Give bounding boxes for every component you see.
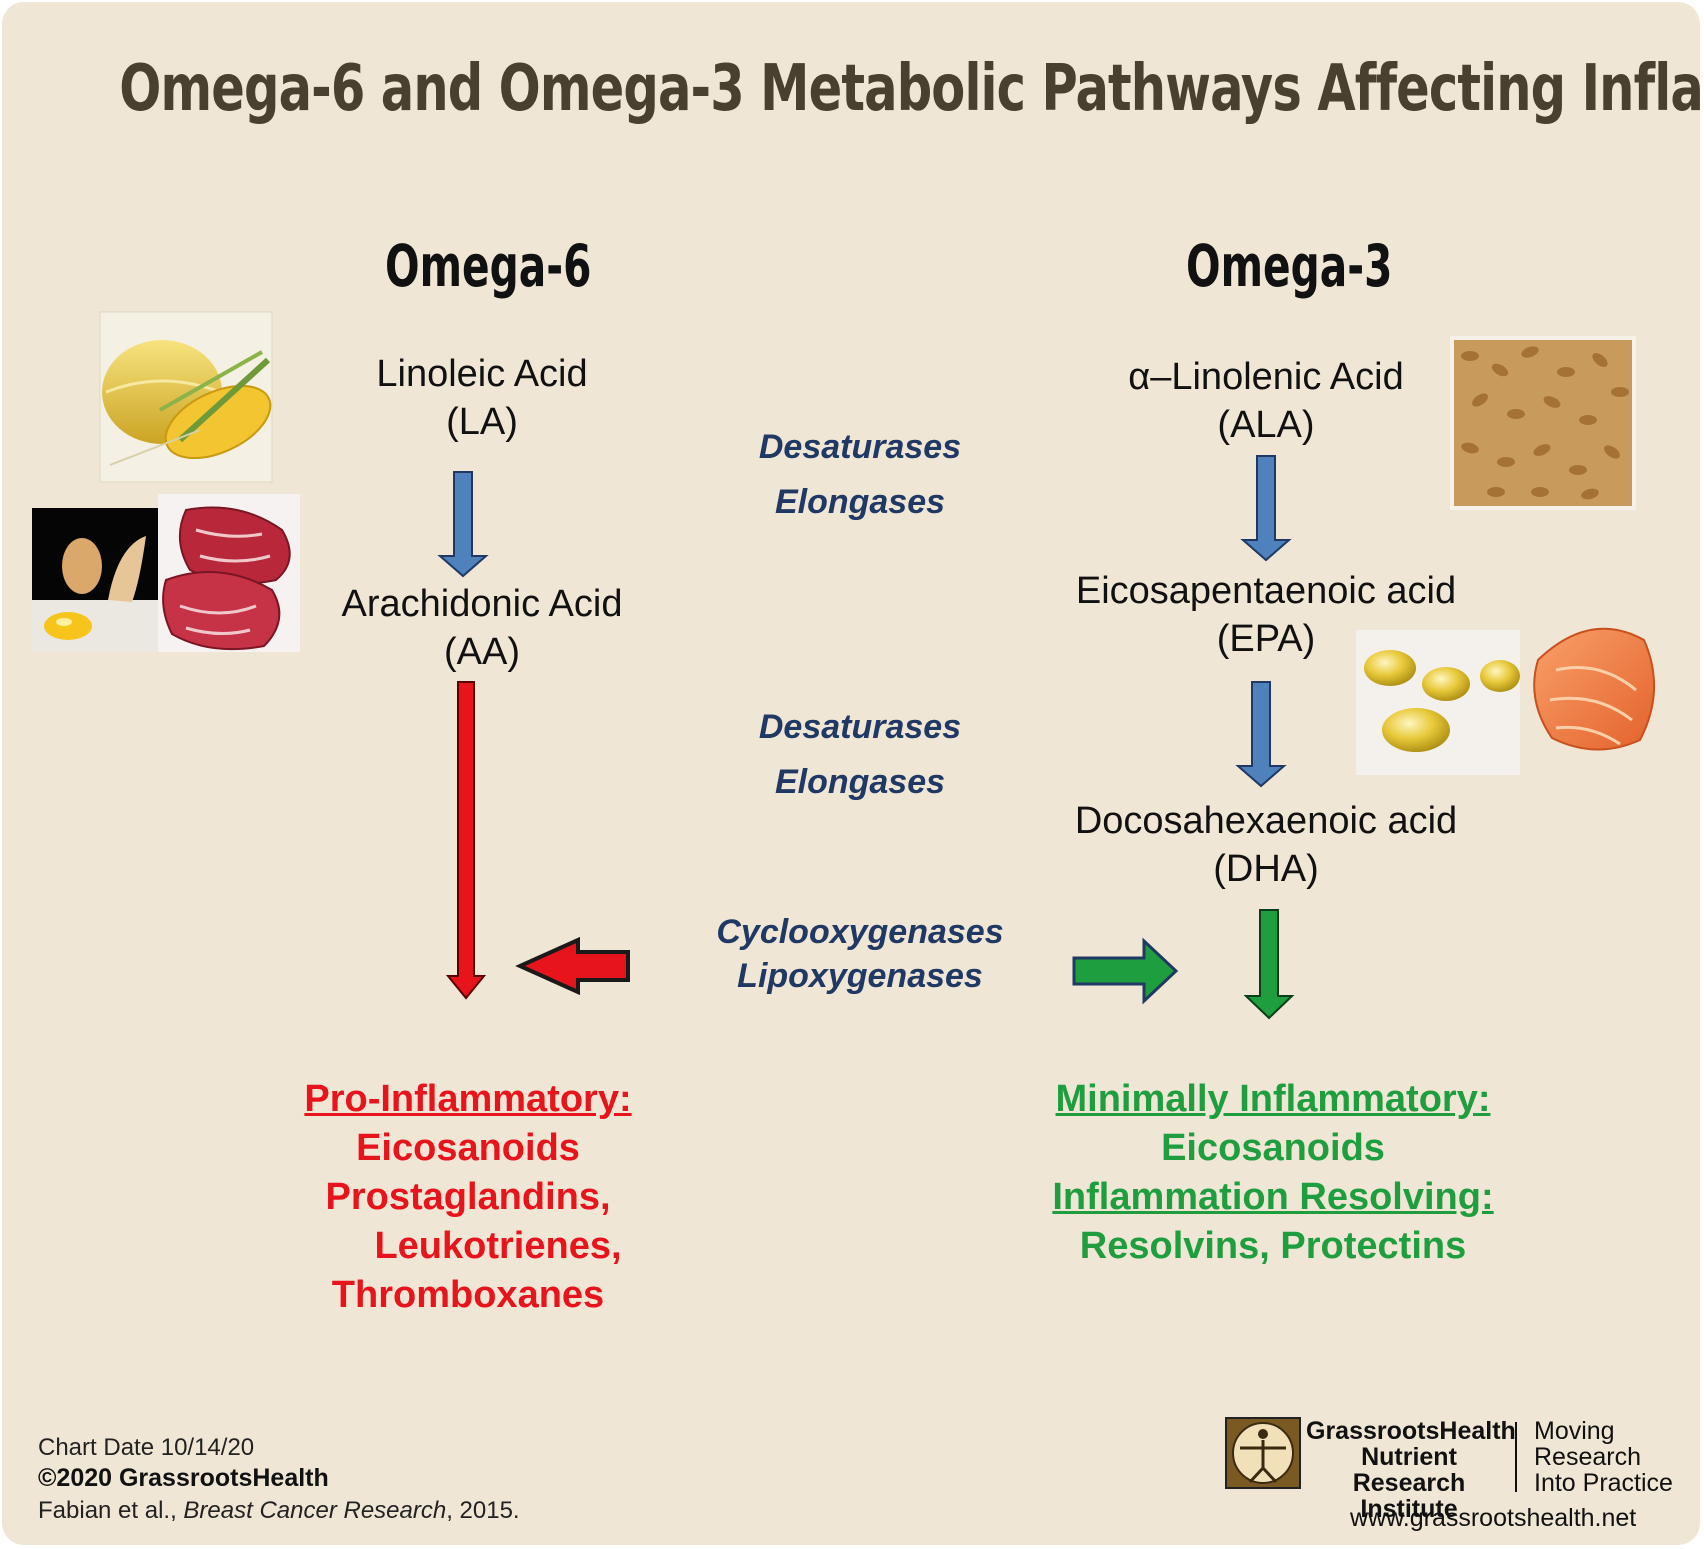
copyright: ©2020 GrassrootsHealth: [38, 1464, 329, 1492]
flaxseed-icon: [1450, 336, 1636, 510]
arrow-ala-to-epa: [1240, 455, 1292, 562]
acid-abbr: (EPA): [1216, 618, 1316, 660]
epa-label: Eicosapentaenoic acid (EPA): [1016, 567, 1516, 663]
inflammation-resolving-heading: Inflammation Resolving:: [1052, 1176, 1494, 1218]
fish-oil-capsule-icon: [1356, 630, 1520, 775]
enzyme-label-step3: Cyclooxygenases Lipoxygenases: [680, 910, 1040, 998]
tagline: Moving Research Into Practice: [1534, 1418, 1673, 1496]
citation: Fabian et al., Breast Cancer Research, 2…: [38, 1497, 520, 1525]
enzyme-label-step2: Desaturases Elongases: [710, 700, 1010, 810]
anti-inflammatory-outcome: Minimally Inflammatory: Eicosanoids Infl…: [1023, 1075, 1523, 1271]
salmon-icon: [1533, 627, 1656, 751]
vitruvian-logo-icon: [1225, 1417, 1301, 1489]
outcome-line: Resolvins, Protectins: [1079, 1225, 1467, 1267]
dha-label: Docosahexaenoic acid (DHA): [1016, 797, 1516, 893]
arrow-la-to-aa: [437, 471, 489, 578]
citation-authors: Fabian et al.,: [38, 1497, 184, 1524]
org-name: GrassrootsHealth Nutrient Research Insti…: [1306, 1417, 1516, 1523]
outcome-line: Eicosanoids: [1161, 1127, 1385, 1169]
corn-oil-icon: [99, 311, 273, 483]
elongases-label: Elongases: [774, 483, 946, 521]
page-title: Omega-6 and Omega-3 Metabolic Pathways A…: [119, 52, 1704, 126]
arrow-aa-to-pro-inflammatory: [445, 681, 487, 1000]
acid-name: Arachidonic Acid: [341, 583, 623, 625]
arrow-epa-to-dha: [1235, 681, 1287, 788]
tagline-line: Into Practice: [1534, 1469, 1673, 1497]
outcome-line: Prostaglandins,: [325, 1176, 611, 1218]
acid-abbr: (LA): [446, 401, 518, 443]
chart-date: Chart Date 10/14/20: [38, 1434, 255, 1461]
citation-journal: Breast Cancer Research: [183, 1497, 447, 1524]
org-line: Research Institute: [1352, 1469, 1466, 1523]
pro-inflammatory-heading: Pro-Inflammatory:: [304, 1078, 632, 1120]
acid-abbr: (ALA): [1217, 404, 1315, 446]
arrow-to-anti-inflammatory-side: [1072, 937, 1179, 1005]
org-line: GrassrootsHealth: [1306, 1417, 1516, 1445]
acid-abbr: (AA): [444, 631, 520, 673]
citation-year: , 2015.: [446, 1497, 520, 1524]
desaturases-label: Desaturases: [758, 708, 962, 746]
desaturases-label: Desaturases: [758, 428, 962, 466]
acid-name: Eicosapentaenoic acid: [1075, 570, 1457, 612]
acid-abbr: (DHA): [1213, 848, 1319, 890]
minimally-inflammatory-heading: Minimally Inflammatory:: [1055, 1078, 1491, 1120]
outcome-line: Eicosanoids: [356, 1127, 580, 1169]
outcome-line: Leukotrienes,: [374, 1225, 622, 1267]
alpha-linolenic-acid-label: α–Linolenic Acid (ALA): [1016, 353, 1516, 449]
acid-name: α–Linolenic Acid: [1128, 356, 1404, 398]
arrow-to-pro-inflammatory-side: [515, 936, 630, 996]
pro-inflammatory-outcome: Pro-Inflammatory: Eicosanoids Prostaglan…: [268, 1075, 668, 1320]
enzyme-label-step1: Desaturases Elongases: [710, 420, 1010, 530]
lipoxygenases-label: Lipoxygenases: [737, 957, 983, 995]
linoleic-acid-label: Linoleic Acid (LA): [282, 350, 682, 446]
elongases-label: Elongases: [774, 763, 946, 801]
tagline-line: Research: [1534, 1443, 1641, 1471]
arachidonic-acid-label: Arachidonic Acid (AA): [282, 580, 682, 676]
arrow-dha-to-anti-inflammatory: [1243, 909, 1295, 1020]
cyclooxygenases-label: Cyclooxygenases: [716, 913, 1004, 951]
org-line: Nutrient: [1361, 1443, 1457, 1471]
outcome-line: Thromboxanes: [331, 1274, 605, 1316]
acid-name: Docosahexaenoic acid: [1074, 800, 1458, 842]
acid-name: Linoleic Acid: [376, 353, 588, 395]
red-meat-icon: [158, 494, 300, 652]
tagline-line: Moving: [1534, 1417, 1615, 1445]
website-url[interactable]: www.grassrootshealth.net: [1350, 1504, 1637, 1532]
egg-icon: [32, 508, 158, 652]
